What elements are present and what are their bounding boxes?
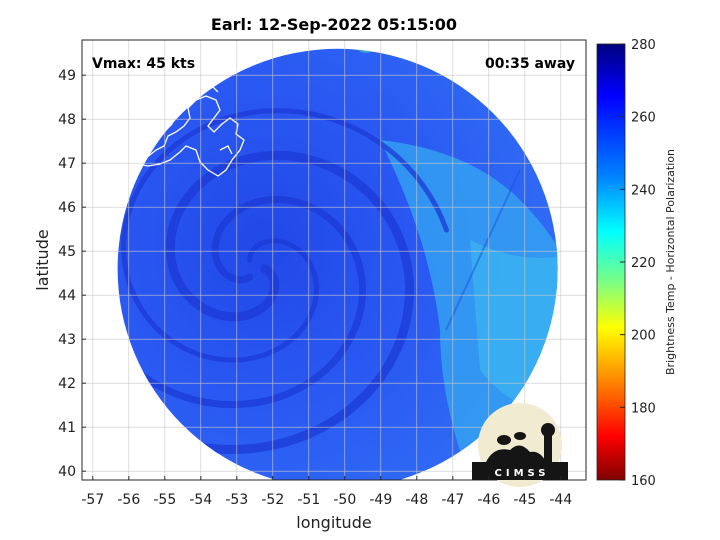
lon-tick-label: -55 <box>153 492 176 508</box>
lon-tick-label: -45 <box>513 492 536 508</box>
lat-tick-label: 41 <box>58 420 76 436</box>
time-away-annotation: 00:35 away <box>485 56 575 72</box>
lat-tick-label: 40 <box>58 464 76 480</box>
microwave-swath <box>117 48 558 480</box>
colorbar-label: Brightness Temp - Horizontal Polarizatio… <box>664 149 677 375</box>
lat-tick-label: 48 <box>58 112 76 128</box>
spiral-bands <box>117 108 449 455</box>
longitude-tick-labels: -57 -56 -55 -54 -53 -52 -51 -50 -49 -48 -47 -46 -45-… <box>81 476 572 508</box>
colorbar-tick-label: 180 <box>631 401 656 416</box>
colorbar-tick-labels: 280 260 240 220 200 180 160 <box>620 38 656 489</box>
colorbar-tick-label: 260 <box>631 111 656 126</box>
colorbar: 280 260 240 220 200 180 160 Brightness Temp - … <box>596 38 677 489</box>
colorbar-tick-label: 220 <box>631 256 656 271</box>
spiral-band <box>117 126 366 409</box>
y-axis-label: latitude <box>33 229 52 290</box>
x-axis-label: longitude <box>296 513 371 532</box>
colorbar-tick-label: 280 <box>631 38 656 53</box>
lat-tick-label: 42 <box>58 376 76 392</box>
lat-tick-label: 46 <box>58 200 76 216</box>
lon-tick-label: -49 <box>369 492 392 508</box>
lon-tick-label: -44 <box>549 492 572 508</box>
lat-tick-label: 49 <box>58 68 76 84</box>
latitude-tick-labels: 40 41 42 43 44 45 46 47 48 49 <box>58 68 86 480</box>
lon-tick-label: -51 <box>297 492 320 508</box>
cimss-logo: CIMSS <box>472 403 568 487</box>
spiral-band <box>165 150 415 455</box>
figure-title: Earl: 12-Sep-2022 05:15:00 <box>211 15 457 34</box>
vmax-annotation: Vmax: 45 kts <box>92 56 195 72</box>
colorbar-tick-label: 200 <box>631 329 656 344</box>
lon-tick-label: -56 <box>117 492 140 508</box>
lon-tick-label: -47 <box>441 492 464 508</box>
lon-tick-label: -48 <box>405 492 428 508</box>
map-grid <box>82 40 586 480</box>
lat-tick-label: 45 <box>58 244 76 260</box>
colorbar-tick-label: 160 <box>631 474 656 489</box>
cimss-logo-text: CIMSS <box>495 468 550 479</box>
lon-tick-label: -54 <box>189 492 212 508</box>
lon-tick-label: -52 <box>261 492 284 508</box>
lon-tick-label: -53 <box>225 492 248 508</box>
lat-tick-label: 44 <box>58 288 76 304</box>
lon-tick-label: -50 <box>333 492 356 508</box>
colorbar-tick-label: 240 <box>631 183 656 198</box>
spiral-band <box>121 108 449 363</box>
lon-tick-label: -46 <box>477 492 500 508</box>
lat-tick-label: 47 <box>58 156 76 172</box>
plot-frame <box>81 39 587 481</box>
lat-tick-label: 43 <box>58 332 76 348</box>
lon-tick-label: -57 <box>81 492 104 508</box>
map-plot-area: Vmax: 45 kts 00:35 away CIMSS <box>81 39 587 487</box>
